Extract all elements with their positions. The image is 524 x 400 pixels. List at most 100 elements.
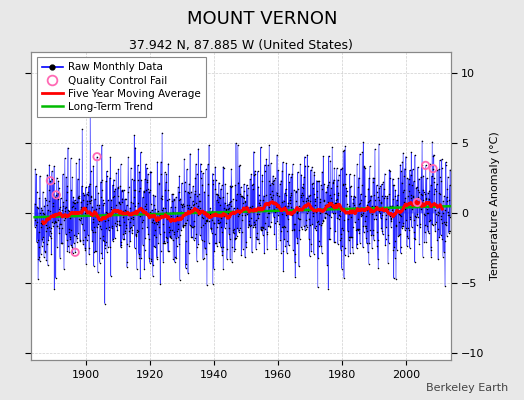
Point [394, 204, 402, 210]
Point [86, 168, 95, 174]
Point [307, 248, 315, 254]
Point [62, 188, 71, 195]
Point [107, 206, 115, 212]
Point [377, 200, 385, 207]
Point [221, 211, 229, 218]
Point [225, 224, 233, 231]
Point [68, 174, 77, 180]
Point [427, 182, 435, 188]
Point [168, 226, 176, 233]
Point [223, 256, 231, 262]
Point [379, 178, 388, 185]
Point [261, 200, 270, 207]
Point [193, 212, 202, 218]
Point [166, 234, 174, 240]
Point [145, 259, 154, 266]
Point [283, 202, 292, 209]
Point [56, 195, 64, 201]
Point [436, 174, 444, 180]
Point [269, 178, 277, 184]
Point [189, 183, 197, 190]
Point [436, 212, 445, 219]
Point [42, 257, 50, 263]
Point [35, 244, 43, 250]
Point [239, 194, 248, 200]
Point [414, 187, 422, 194]
Point [268, 188, 276, 194]
Point [426, 200, 434, 207]
Point [171, 235, 180, 242]
Point [333, 215, 341, 221]
Point [391, 193, 399, 199]
Point [404, 193, 412, 199]
Point [290, 259, 299, 266]
Point [427, 253, 435, 260]
Point [194, 203, 202, 210]
Point [250, 222, 258, 228]
Point [191, 174, 200, 181]
Point [355, 230, 364, 236]
Point [171, 254, 179, 261]
Point [123, 202, 131, 208]
Point [77, 198, 85, 205]
Point [271, 220, 279, 226]
Point [244, 224, 253, 230]
Point [380, 186, 388, 192]
Point [199, 256, 207, 262]
Point [36, 210, 45, 216]
Point [395, 208, 403, 214]
Point [285, 179, 293, 186]
Point [346, 234, 355, 241]
Point [304, 197, 312, 204]
Point [355, 226, 363, 232]
Point [397, 225, 406, 231]
Point [143, 176, 151, 183]
Point [57, 240, 66, 246]
Point [293, 169, 302, 175]
Point [132, 232, 140, 239]
Point [158, 130, 166, 136]
Point [296, 192, 304, 198]
Point [423, 228, 432, 234]
Point [361, 222, 369, 229]
Point [148, 273, 157, 280]
Point [226, 255, 234, 262]
Point [92, 206, 101, 212]
Point [345, 234, 353, 241]
Point [353, 161, 361, 168]
Point [406, 214, 414, 220]
Legend: Raw Monthly Data, Quality Control Fail, Five Year Moving Average, Long-Term Tren: Raw Monthly Data, Quality Control Fail, … [37, 57, 206, 117]
Point [372, 216, 380, 222]
Point [339, 181, 347, 188]
Point [301, 226, 310, 232]
Point [154, 218, 162, 225]
Point [341, 171, 350, 178]
Point [425, 216, 434, 223]
Point [374, 194, 382, 200]
Point [441, 237, 449, 244]
Point [306, 192, 314, 198]
Point [216, 244, 225, 250]
Point [35, 229, 43, 235]
Point [122, 208, 130, 214]
Point [340, 274, 348, 281]
Point [167, 235, 176, 242]
Point [154, 216, 162, 223]
Point [67, 242, 75, 248]
Point [352, 226, 361, 233]
Point [374, 237, 383, 243]
Point [133, 228, 141, 235]
Point [282, 238, 291, 244]
Point [413, 199, 421, 206]
Point [365, 198, 373, 204]
Point [412, 198, 420, 205]
Point [272, 189, 281, 196]
Point [256, 205, 264, 212]
Point [43, 201, 52, 208]
Point [401, 195, 409, 201]
Point [177, 208, 185, 215]
Point [187, 223, 195, 229]
Point [172, 213, 181, 219]
Point [311, 198, 319, 204]
Point [347, 234, 355, 240]
